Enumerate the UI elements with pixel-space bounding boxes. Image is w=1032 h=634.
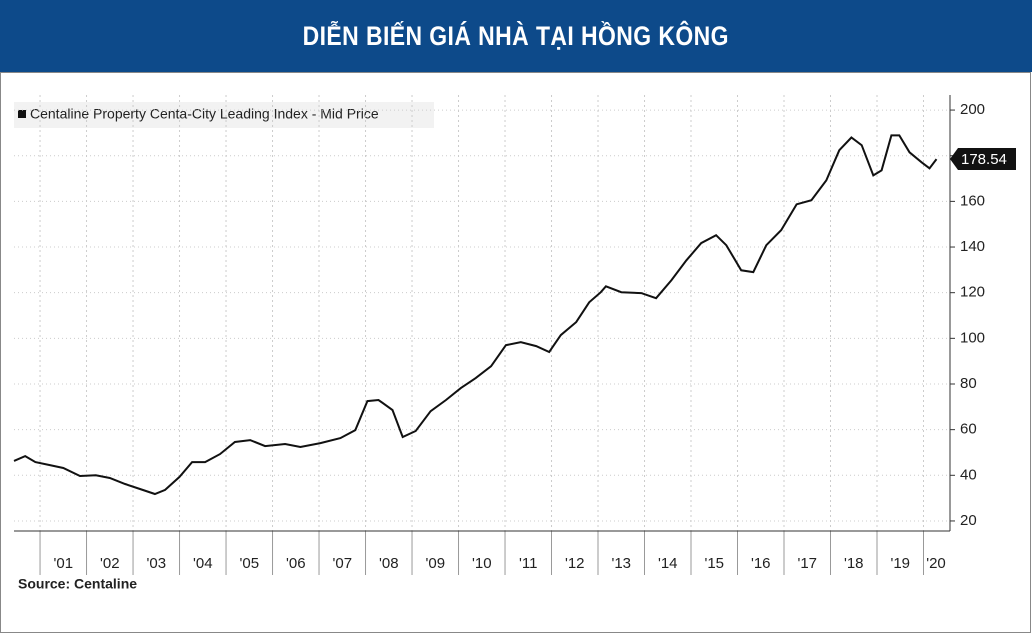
x-tick-label: '15 [704, 555, 724, 572]
y-tick-label: 20 [960, 512, 977, 529]
x-tick-label: '13 [611, 555, 631, 572]
x-tick-label: '19 [890, 555, 910, 572]
title: DIỄN BIẾN GIÁ NHÀ TẠI HỒNG KÔNG [302, 20, 730, 51]
x-tick-label: '06 [286, 555, 306, 572]
header: DIỄN BIẾN GIÁ NHÀ TẠI HỒNG KÔNG [0, 0, 1032, 72]
y-tick-label: 120 [960, 284, 985, 301]
legend-swatch [18, 110, 26, 118]
y-tick-label: 80 [960, 375, 977, 392]
value-label-box [950, 148, 1016, 171]
x-tick-label: '20 [926, 555, 946, 572]
y-tick-label: 200 [960, 101, 985, 118]
x-tick-label: '05 [239, 555, 259, 572]
x-tick-label: '02 [100, 555, 120, 572]
y-tick-label: 140 [960, 238, 985, 255]
x-tick-label: '07 [332, 555, 352, 572]
x-tick-label: '12 [565, 555, 585, 572]
x-tick-label: '08 [379, 555, 399, 572]
x-tick-label: '14 [658, 555, 678, 572]
x-tick-label: '11 [519, 555, 537, 572]
x-tick-label: '17 [797, 555, 817, 572]
y-tick-label: 60 [960, 421, 977, 438]
y-tick-label: 100 [960, 329, 985, 346]
source: Source: Centaline [18, 576, 137, 592]
legend-box [14, 102, 434, 128]
x-tick-label: '16 [751, 555, 771, 572]
x-tick-label: '04 [193, 555, 213, 572]
chart: Centaline Property Centa-City Leading In… [0, 72, 1031, 633]
x-tick-label: '18 [844, 555, 864, 572]
line-series [13, 134, 938, 496]
legend-label: Centaline Property Centa-City Leading In… [30, 106, 379, 122]
value-label: 178.54 [961, 151, 1007, 168]
frame [0, 72, 1031, 633]
y-tick-label: 160 [960, 192, 985, 209]
y-tick-label: 40 [960, 466, 977, 483]
x-tick-label: '03 [147, 555, 167, 572]
x-tick-label: '01 [54, 555, 74, 572]
x-tick-label: '09 [425, 555, 445, 572]
x-tick-label: '10 [472, 555, 492, 572]
